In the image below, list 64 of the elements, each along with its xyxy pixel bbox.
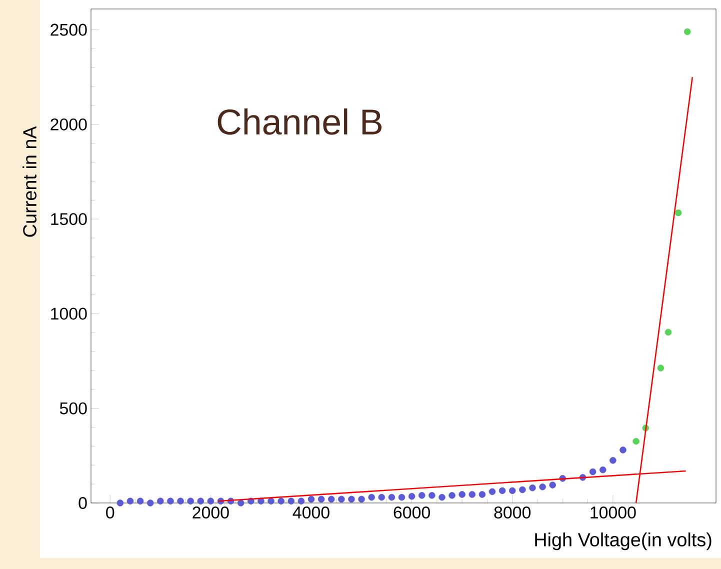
point [197, 498, 204, 504]
y-axis-title: Current in nA [22, 126, 36, 237]
point [398, 494, 406, 501]
y-tick-label: 1500 [51, 213, 87, 226]
point [358, 496, 365, 503]
x-tick-label: 10000 [590, 506, 636, 519]
point [237, 500, 244, 506]
point [468, 491, 476, 498]
point [657, 364, 664, 372]
x-tick-label: 4000 [292, 506, 330, 519]
point [599, 466, 606, 474]
point [674, 209, 682, 216]
point [589, 468, 596, 476]
point [508, 487, 516, 494]
point [157, 498, 164, 504]
point [136, 498, 144, 504]
point [177, 498, 184, 504]
point [408, 492, 416, 500]
point [438, 494, 446, 501]
point [167, 498, 174, 504]
y-tick-label: 500 [60, 402, 87, 414]
y-tick-label: 2500 [50, 24, 87, 36]
x-tick-label: 0 [106, 506, 114, 519]
point [298, 498, 305, 504]
point [664, 328, 672, 336]
y-tick-label: 1000 [51, 308, 87, 320]
point [478, 491, 486, 498]
point [368, 494, 375, 501]
x-tick-label: 6000 [394, 506, 430, 519]
point [620, 446, 626, 454]
point [519, 486, 526, 494]
point [378, 494, 386, 501]
y-tick-label: 2000 [50, 118, 87, 130]
point [328, 496, 335, 503]
point [549, 482, 556, 488]
point [632, 438, 640, 445]
x-tick-label: 2000 [192, 506, 229, 519]
point [116, 500, 124, 506]
point [338, 496, 345, 503]
point [308, 496, 315, 503]
point [278, 498, 284, 504]
point [529, 484, 536, 492]
point [318, 496, 325, 503]
point [610, 457, 616, 464]
point [458, 491, 466, 498]
point [428, 492, 436, 499]
y-tick-label: 0 [78, 496, 87, 509]
point [126, 498, 134, 504]
point [268, 498, 274, 504]
point [207, 498, 214, 504]
text: Channel B [218, 108, 382, 135]
point [539, 484, 546, 490]
x-axis-title: High Voltage(in volts) [535, 532, 712, 550]
point [448, 492, 456, 499]
point [498, 487, 506, 494]
point [418, 492, 426, 499]
point [488, 488, 496, 496]
point [288, 498, 295, 504]
point [348, 496, 355, 503]
point [388, 494, 396, 501]
point [187, 498, 194, 504]
point [146, 500, 154, 506]
point [684, 28, 691, 36]
x-tick-label: 8000 [494, 506, 531, 519]
